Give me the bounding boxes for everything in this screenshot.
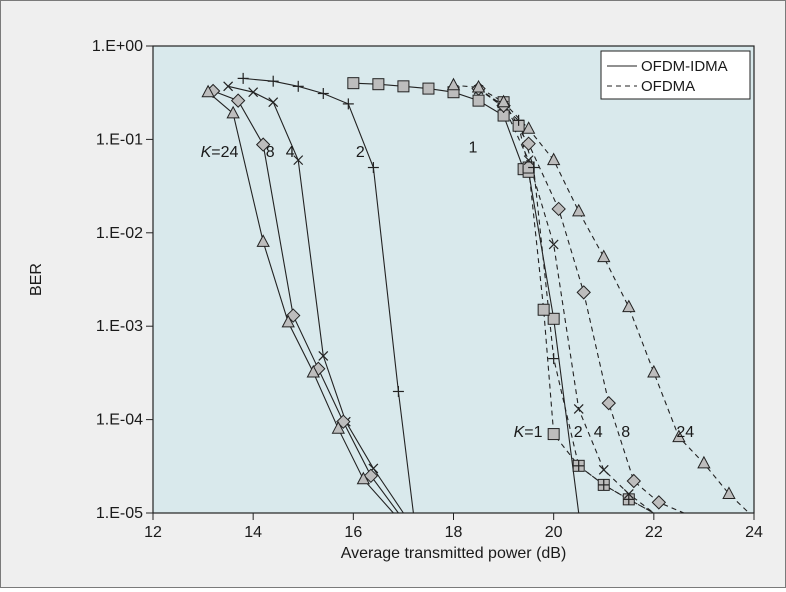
triangle-marker	[356, 471, 371, 485]
plus-marker	[292, 80, 304, 92]
plus-marker	[548, 353, 560, 365]
diamond-marker	[551, 201, 566, 217]
series-line-ofdm-idma-k24	[207, 91, 394, 514]
square-marker	[547, 428, 560, 441]
plus-marker	[513, 114, 525, 126]
y-tick-label: 1.E+00	[92, 38, 143, 55]
diamond-marker	[363, 468, 379, 484]
plus-marker	[317, 88, 329, 100]
x-axis-label: Average transmitted power (dB)	[341, 545, 567, 562]
x-tick-label: 22	[645, 524, 663, 541]
x-marker	[248, 87, 259, 98]
triangle-marker	[697, 455, 711, 469]
x-tick-label: 12	[144, 524, 162, 541]
diamond-marker	[521, 136, 536, 151]
x-marker	[293, 155, 304, 166]
y-tick-label: 1.E-03	[96, 318, 143, 335]
triangle-marker	[647, 364, 661, 378]
diamond-marker	[230, 93, 246, 108]
x-marker	[598, 464, 609, 475]
triangle-marker	[572, 203, 586, 217]
plus-marker	[237, 72, 249, 84]
x-tick-label: 14	[244, 524, 262, 541]
plus-marker	[623, 493, 635, 505]
x-marker	[268, 97, 279, 108]
triangle-marker	[471, 79, 486, 93]
series-line-ofdm-idma-k2	[243, 77, 414, 514]
y-tick-label: 1.E-01	[96, 131, 143, 148]
square-marker	[372, 78, 385, 91]
x-marker	[573, 404, 584, 414]
triangle-marker	[546, 152, 561, 166]
square-marker	[537, 303, 550, 316]
x-marker	[223, 81, 234, 92]
series-line-ofdm-idma-k8	[212, 90, 399, 514]
triangle-marker	[496, 94, 511, 108]
x-tick-label: 16	[344, 524, 362, 541]
y-tick-label: 1.E-05	[96, 505, 143, 522]
square-marker	[397, 80, 410, 93]
curve-label: K=1	[514, 424, 543, 441]
triangle-marker	[226, 105, 240, 119]
triangle-marker	[331, 421, 345, 434]
curve-label: 4	[286, 144, 295, 161]
plus-marker	[598, 479, 610, 491]
x-marker	[523, 155, 534, 166]
plus-marker	[528, 162, 540, 174]
diamond-marker	[255, 137, 271, 152]
x-marker	[318, 351, 329, 361]
x-marker	[548, 239, 559, 250]
x-tick-label: 24	[745, 524, 763, 541]
triangle-marker	[306, 364, 320, 378]
triangle-marker	[281, 314, 295, 328]
square-marker	[347, 77, 360, 90]
plus-marker	[267, 75, 279, 87]
series-line-ofdm-idma-k4	[227, 85, 404, 514]
curve-label: 1	[469, 140, 478, 157]
x-tick-label: 18	[445, 524, 463, 541]
square-marker	[547, 312, 560, 325]
plus-marker	[342, 98, 354, 110]
triangle-marker	[622, 299, 636, 313]
plus-marker	[392, 385, 404, 397]
square-marker	[472, 94, 485, 107]
triangle-marker	[201, 84, 215, 98]
curve-label: 4	[594, 424, 603, 441]
legend-label: OFDM-IDMA	[641, 58, 728, 75]
curve-label: K=24	[201, 144, 239, 161]
legend-box	[600, 50, 751, 100]
plot-area	[152, 45, 755, 514]
y-tick-label: 1.E-02	[96, 225, 143, 242]
diamond-marker	[576, 285, 591, 300]
diamond-marker	[651, 495, 667, 510]
diamond-marker	[626, 473, 642, 489]
curve-label: 2	[356, 144, 365, 161]
triangle-marker	[446, 77, 461, 91]
triangle-marker	[672, 429, 686, 443]
curve-label: 24	[676, 424, 694, 441]
x-tick-label: 20	[545, 524, 563, 541]
plus-marker	[573, 460, 585, 472]
plus-marker	[367, 162, 379, 174]
x-marker	[623, 489, 634, 499]
square-marker	[422, 82, 435, 95]
curve-label: 2	[574, 424, 583, 441]
triangle-marker	[256, 234, 270, 247]
y-axis-label: BER	[28, 263, 45, 296]
triangle-marker	[597, 249, 611, 263]
triangle-marker	[722, 486, 736, 499]
legend-label: OFDMA	[641, 78, 695, 95]
curve-label: 8	[266, 144, 275, 161]
diamond-marker	[601, 395, 616, 411]
triangle-marker	[521, 121, 536, 134]
curve-label: 8	[621, 424, 630, 441]
y-tick-label: 1.E-04	[96, 412, 143, 429]
